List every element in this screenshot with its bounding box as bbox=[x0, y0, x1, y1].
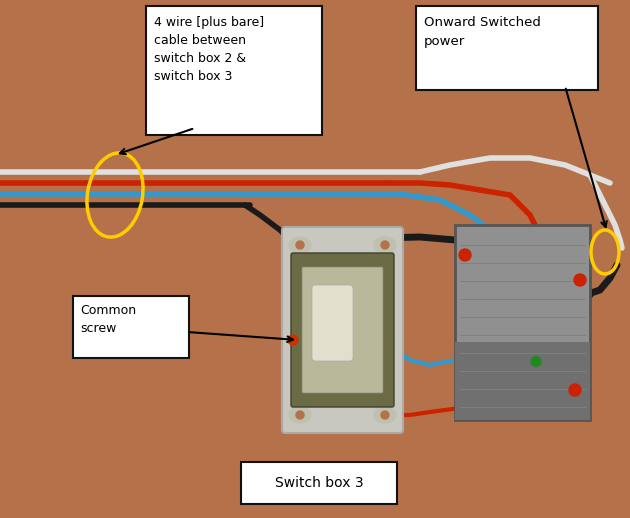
Ellipse shape bbox=[296, 241, 304, 249]
Text: Switch box 3: Switch box 3 bbox=[275, 476, 364, 490]
Circle shape bbox=[569, 384, 581, 396]
FancyBboxPatch shape bbox=[291, 253, 394, 407]
FancyBboxPatch shape bbox=[73, 296, 189, 358]
FancyBboxPatch shape bbox=[455, 342, 590, 420]
Ellipse shape bbox=[374, 237, 396, 253]
FancyBboxPatch shape bbox=[302, 267, 383, 393]
Ellipse shape bbox=[374, 407, 396, 423]
Ellipse shape bbox=[381, 411, 389, 419]
Text: 4 wire [plus bare]
cable between
switch box 2 &
switch box 3: 4 wire [plus bare] cable between switch … bbox=[154, 16, 264, 83]
Text: Common
screw: Common screw bbox=[80, 304, 136, 335]
Ellipse shape bbox=[381, 241, 389, 249]
FancyBboxPatch shape bbox=[312, 285, 353, 361]
FancyBboxPatch shape bbox=[146, 6, 322, 135]
Circle shape bbox=[531, 356, 541, 367]
Circle shape bbox=[574, 274, 586, 286]
Ellipse shape bbox=[296, 411, 304, 419]
Text: Onward Switched
power: Onward Switched power bbox=[424, 16, 541, 48]
Ellipse shape bbox=[289, 237, 311, 253]
Circle shape bbox=[288, 335, 298, 345]
FancyBboxPatch shape bbox=[455, 225, 590, 420]
Ellipse shape bbox=[289, 407, 311, 423]
Circle shape bbox=[459, 249, 471, 261]
FancyBboxPatch shape bbox=[416, 6, 598, 90]
FancyBboxPatch shape bbox=[282, 227, 403, 433]
FancyBboxPatch shape bbox=[241, 462, 397, 504]
